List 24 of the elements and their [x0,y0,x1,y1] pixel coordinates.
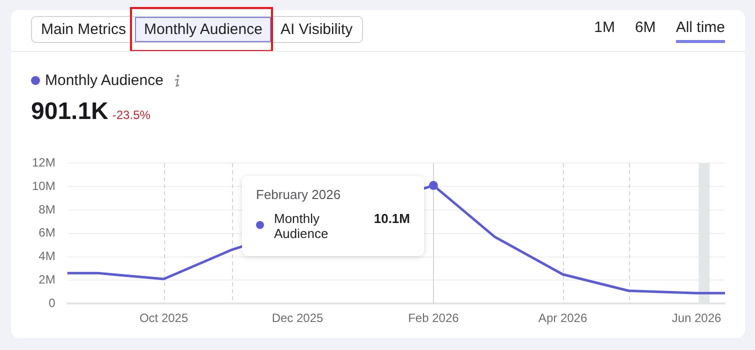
y-tick-label: 10M [32,178,56,193]
x-tick-label: Feb 2026 [408,311,460,326]
annotation: 10.1M [374,211,410,226]
chart-title: 901.1K [31,98,108,126]
y-tick-label: 6M [38,226,56,240]
text: AI Visibility [279,20,354,40]
text: 1M [594,19,615,38]
x-tick-label: Jun 2026 [672,311,722,326]
annotation: February 2026 [256,187,342,202]
legend-label: Monthly Audience [274,211,330,241]
x-tick-label: Oct 2025 [139,311,188,326]
text: 6M [634,19,656,38]
text: -23.5% [112,108,150,122]
y-tick-label: 2M [38,272,56,287]
y-tick-label: 0 [48,296,56,310]
text: Main Metrics [40,20,128,40]
text: Monthly Audience [135,17,272,42]
x-tick-label: Apr 2026 [538,311,588,326]
y-tick-label: 4M [38,249,56,264]
text: Monthly Audience [45,72,164,89]
y-tick-label: 8M [38,202,56,216]
y-tick-label: 12M [32,156,56,170]
text: All time [676,19,725,43]
x-tick-label: Dec 2025 [272,311,324,326]
